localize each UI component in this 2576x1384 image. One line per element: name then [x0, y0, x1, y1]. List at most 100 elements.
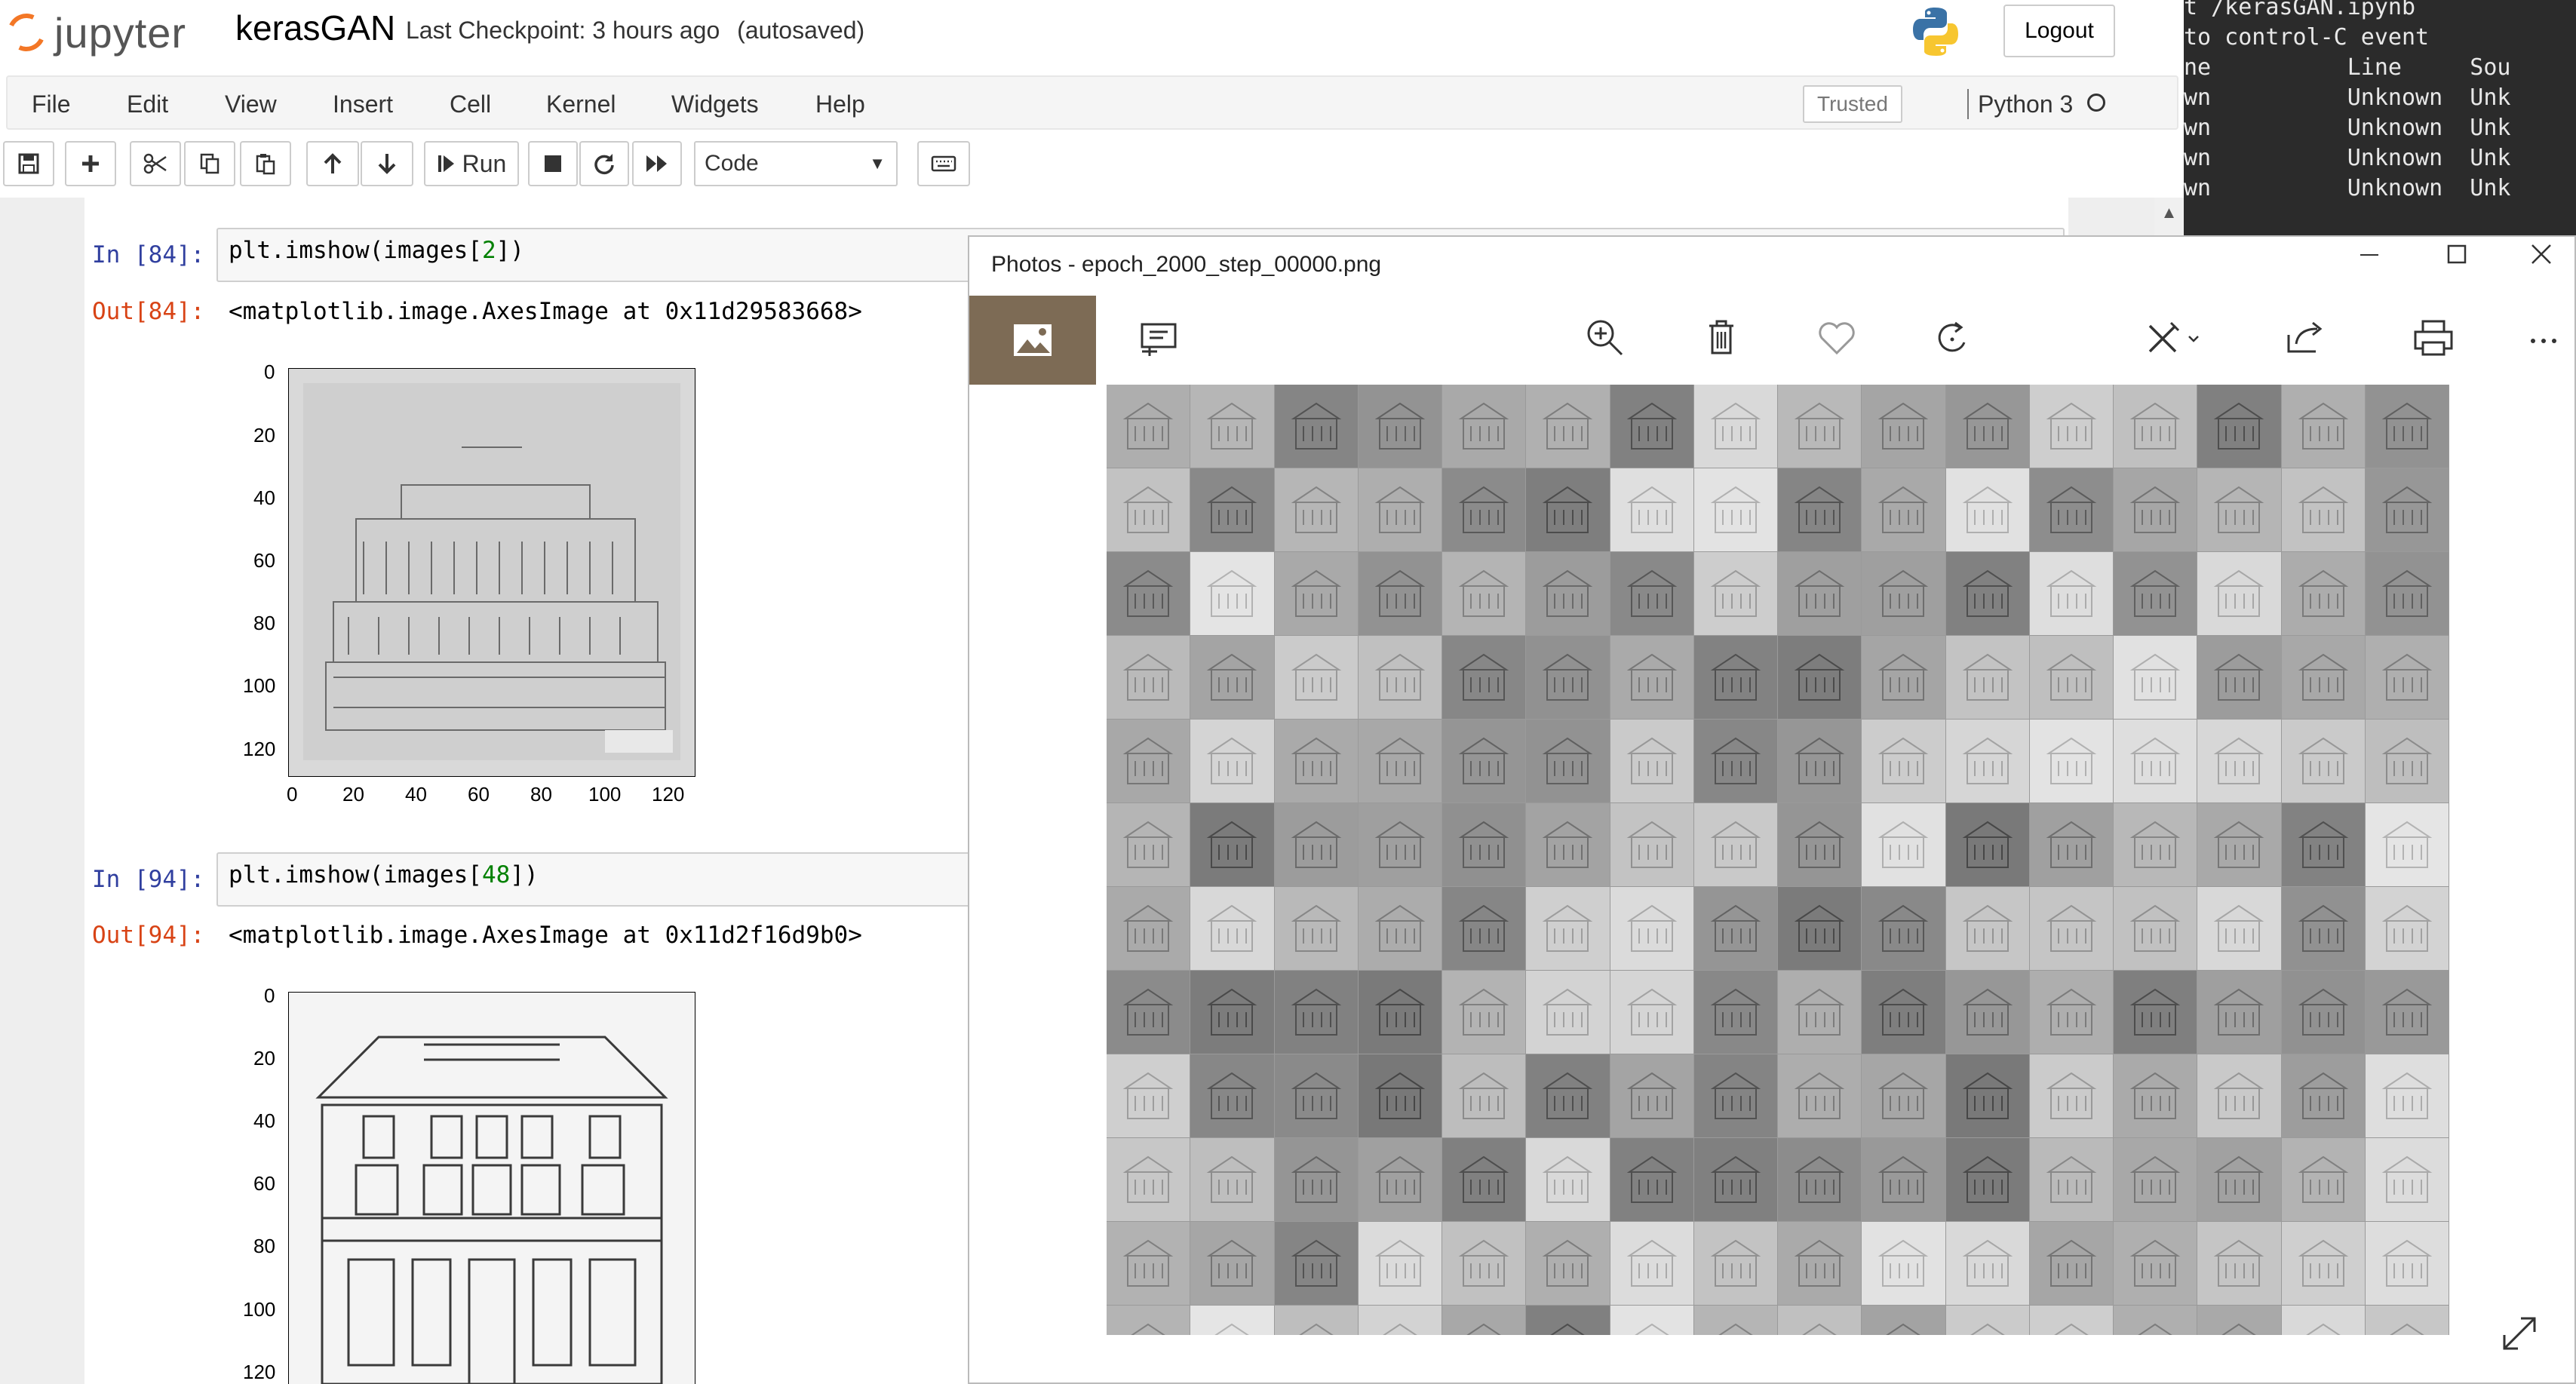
cell-type-select[interactable]: Code ▼ [694, 141, 898, 186]
move-up-button[interactable] [306, 141, 359, 186]
generated-image-tile [1778, 803, 1862, 886]
generated-image-tile [2197, 720, 2281, 802]
generated-image-tile [2365, 720, 2449, 802]
run-button[interactable]: Run [424, 141, 519, 186]
generated-image-tile [1358, 552, 1442, 635]
generated-image-tile [1190, 468, 1274, 551]
generated-image-tile [1945, 468, 2029, 551]
restart-run-all-button[interactable] [632, 141, 682, 186]
generated-image-tile [2114, 468, 2197, 551]
run-label: Run [462, 149, 507, 177]
cell-2-code[interactable]: plt.imshow(images[48]) [216, 852, 971, 907]
generated-image-tile [1358, 971, 1442, 1054]
cut-button[interactable] [130, 141, 181, 186]
keyboard-icon [931, 155, 956, 172]
cell-1-output-text: <matplotlib.image.AxesImage at 0x11d2958… [229, 298, 862, 325]
generated-image-tile [1610, 385, 1693, 468]
minimize-button[interactable] [2358, 243, 2381, 265]
logout-button[interactable]: Logout [2003, 5, 2115, 57]
jupyter-logo-text: jupyter [54, 8, 187, 57]
menu-kernel[interactable]: Kernel [546, 91, 616, 118]
generated-image-tile [1693, 1306, 1777, 1335]
generated-image-tile [2281, 803, 2365, 886]
trusted-indicator[interactable]: Trusted [1803, 85, 1902, 123]
photos-window-title: Photos - epoch_2000_step_00000.png [991, 252, 1382, 277]
generated-image-tile [1862, 385, 1945, 468]
rotate-button[interactable] [1930, 315, 1975, 361]
menu-file[interactable]: File [32, 91, 71, 118]
generated-image-tile [1693, 720, 1777, 802]
menu-insert[interactable]: Insert [333, 91, 394, 118]
restart-button[interactable] [579, 141, 629, 186]
menu-edit[interactable]: Edit [127, 91, 169, 118]
terminal-window[interactable]: t /kerasGAN.ipynb to control-C event ne … [2184, 0, 2576, 235]
generated-image-tile [2114, 1306, 2197, 1335]
close-window-button[interactable] [2530, 243, 2553, 265]
maximize-button[interactable] [2446, 243, 2468, 265]
zoom-button[interactable] [1583, 315, 1628, 361]
fullscreen-button[interactable] [2498, 1312, 2541, 1355]
generated-image-tile [1945, 636, 2029, 719]
notebook-name[interactable]: kerasGAN [235, 8, 396, 48]
menu-cell[interactable]: Cell [450, 91, 492, 118]
cell-1-ytick: 80 [253, 612, 275, 634]
cell-1-xtick: 40 [405, 783, 427, 806]
generated-image-tile [2281, 1054, 2365, 1137]
generated-image-tile [1610, 1306, 1693, 1335]
kernel-idle-icon [2087, 94, 2105, 112]
slideshow-button[interactable] [1136, 315, 1181, 361]
terminal-line: to control-C event [2184, 24, 2430, 51]
move-down-button[interactable] [361, 141, 413, 186]
generated-image-tile [1862, 552, 1945, 635]
generated-image-tile [2029, 887, 2113, 970]
notebook-scrollbar-up[interactable]: ▲ [2154, 198, 2184, 235]
cell-1-code-prefix: plt.imshow(images[ [229, 237, 482, 264]
generated-image-tile [1358, 636, 1442, 719]
plus-icon [82, 155, 99, 172]
paste-button[interactable] [240, 141, 291, 186]
copy-button[interactable] [184, 141, 235, 186]
generated-image-tile [1526, 468, 1610, 551]
autosave-text: (autosaved) [737, 17, 865, 44]
generated-image-tile [2281, 1306, 2365, 1335]
print-button[interactable] [2411, 315, 2456, 361]
generated-image-tile [1610, 1138, 1693, 1221]
generated-image-tile [2281, 887, 2365, 970]
interrupt-button[interactable] [528, 141, 578, 186]
generated-image-tile [1358, 468, 1442, 551]
generated-image-tile [1945, 385, 2029, 468]
see-all-photos-button[interactable] [969, 296, 1096, 385]
more-options-button[interactable] [2521, 315, 2566, 361]
jupyter-logo[interactable]: jupyter [2, 6, 187, 59]
generated-image-tile [2197, 1222, 2281, 1305]
generated-image-tile [1862, 1138, 1945, 1221]
menu-widgets[interactable]: Widgets [671, 91, 759, 118]
generated-image-tile [1358, 803, 1442, 886]
menu-view[interactable]: View [225, 91, 277, 118]
generated-image-tile [2281, 552, 2365, 635]
cell-1-out-prompt: Out[84]: [92, 298, 205, 325]
generated-image-tile [1526, 971, 1610, 1054]
generated-image-tile [1274, 636, 1358, 719]
favorite-button[interactable] [1814, 315, 1859, 361]
delete-button[interactable] [1699, 315, 1744, 361]
generated-image-tile [1190, 552, 1274, 635]
save-button[interactable] [3, 141, 54, 186]
menu-help[interactable]: Help [815, 91, 865, 118]
generated-image-tile [1442, 887, 1526, 970]
generated-images-grid[interactable] [1107, 385, 2449, 1335]
edit-create-button[interactable] [2142, 315, 2210, 361]
cell-2-ytick: 0 [264, 984, 275, 1007]
insert-cell-button[interactable] [65, 141, 116, 186]
generated-image-tile [1526, 1306, 1610, 1335]
generated-image-tile [1526, 887, 1610, 970]
edit-tools-icon [2148, 321, 2199, 353]
generated-image-tile [1442, 552, 1526, 635]
generated-image-tile [2281, 1222, 2365, 1305]
maximize-icon [2447, 244, 2467, 264]
generated-image-tile [1274, 803, 1358, 886]
generated-image-tile [1778, 468, 1862, 551]
command-palette-button[interactable] [917, 141, 970, 186]
share-button[interactable] [2283, 315, 2328, 361]
generated-image-tile [1862, 887, 1945, 970]
